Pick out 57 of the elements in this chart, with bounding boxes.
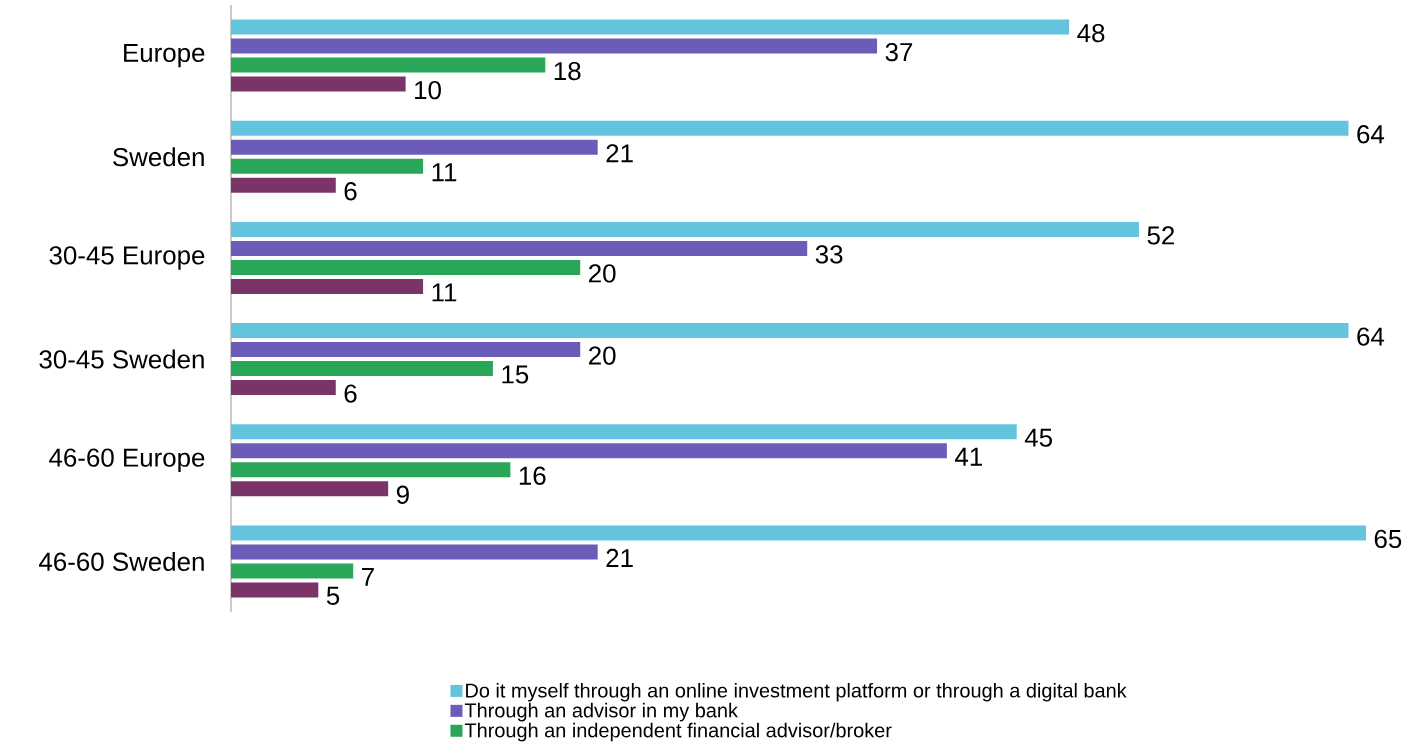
bar [231, 481, 389, 497]
bar [231, 424, 1017, 440]
data-label: 6 [344, 384, 357, 403]
data-label: 64 [1357, 327, 1385, 346]
bar [231, 19, 1070, 35]
data-label: 37 [885, 42, 913, 62]
bar [231, 240, 808, 256]
data-label: 20 [589, 346, 616, 365]
bar [231, 139, 598, 155]
bar [231, 120, 1349, 136]
y-tick-label: 46-60 Europe [49, 448, 205, 472]
data-label: 52 [1147, 226, 1174, 245]
y-tick-label: Europe [124, 43, 205, 68]
bar [231, 177, 336, 193]
bar [231, 38, 878, 54]
bar [231, 278, 424, 294]
data-label: 7 [362, 568, 374, 586]
bar [231, 380, 336, 396]
data-label: 48 [1077, 23, 1105, 43]
data-label: 15 [502, 365, 529, 384]
y-tick-label: Sweden [113, 147, 204, 167]
data-label: 10 [415, 80, 441, 100]
y-tick-label: 30-45 Europe [49, 246, 205, 270]
bar [231, 158, 424, 174]
bar [231, 361, 493, 377]
bar [231, 76, 406, 92]
data-label: 6 [344, 182, 357, 201]
bar [231, 221, 1139, 237]
data-label: 41 [955, 447, 982, 466]
bar [231, 323, 1349, 339]
data-label: 20 [589, 264, 616, 283]
data-label: 18 [554, 61, 581, 81]
data-label: 11 [432, 283, 457, 302]
data-label: 11 [432, 163, 457, 182]
bar [231, 563, 354, 579]
data-label: 65 [1374, 529, 1402, 549]
legend-label: Through an advisor in my bank [464, 702, 738, 722]
bar [231, 582, 319, 598]
legend-label: Through an independent financial advisor/broker [464, 722, 892, 742]
bar [231, 443, 947, 459]
y-tick-label: 30-45 Sweden [39, 349, 204, 369]
data-label: 16 [519, 466, 546, 485]
data-label: 64 [1357, 125, 1385, 144]
bar [231, 544, 598, 560]
data-label: 45 [1024, 428, 1052, 447]
data-label: 21 [606, 548, 633, 567]
data-label: 21 [606, 144, 633, 163]
bar [231, 525, 1366, 541]
data-label: 33 [815, 245, 843, 264]
data-label: 9 [396, 485, 409, 504]
data-label: 5 [326, 586, 340, 605]
bar [231, 342, 581, 358]
bar [231, 259, 581, 275]
y-tick-label: 46-60 Sweden [39, 551, 204, 571]
bar [231, 462, 511, 478]
bar [231, 57, 546, 73]
legend-label: Do it myself through an online investment platform or through a digital bank [466, 682, 1127, 702]
